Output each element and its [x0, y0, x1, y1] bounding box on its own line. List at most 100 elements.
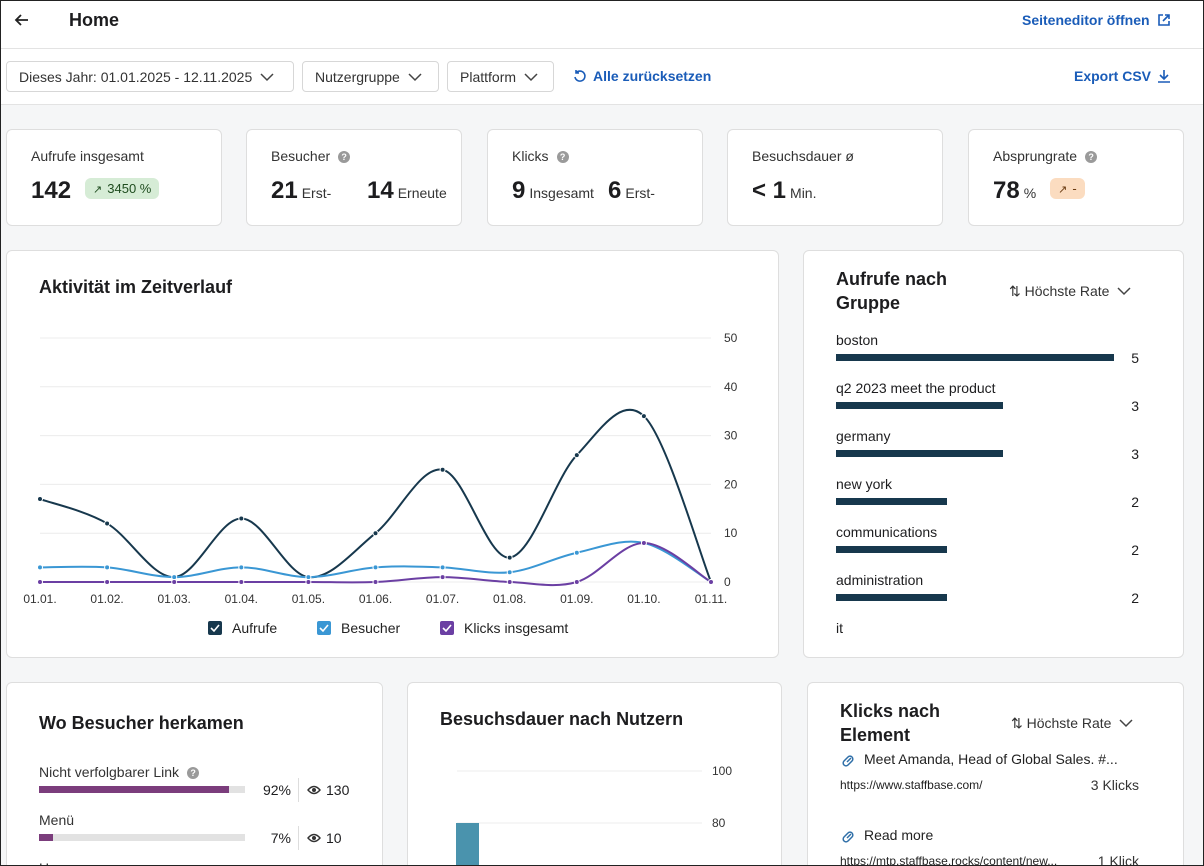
x-tick-label: 01.11. [695, 592, 727, 606]
data-point [573, 579, 580, 585]
element-url: https://www.staffbase.com/ [840, 778, 983, 792]
reset-button[interactable]: Alle zurücksetzen [573, 68, 711, 84]
sort-control[interactable]: ⇅ Höchste Rate [1009, 283, 1131, 300]
x-tick-label: 01.06. [359, 592, 392, 606]
kpi-unit: Erst- [625, 185, 655, 201]
group-value: 2 [1131, 590, 1139, 606]
platform-filter[interactable]: Plattform [447, 61, 554, 92]
source-label: Home [39, 860, 76, 865]
group-bar [836, 546, 948, 553]
group-bar [836, 402, 1003, 409]
trend-icon: ↗ [1058, 184, 1068, 196]
check-mark [319, 624, 329, 633]
date-filter[interactable]: Dieses Jahr: 01.01.2025 - 12.11.2025 [6, 61, 294, 92]
kpi-label: Absprungrate? [993, 148, 1098, 164]
export-button[interactable]: Export CSV [1074, 68, 1171, 84]
group-label: it [836, 620, 843, 636]
date-filter-text: Dieses Jahr: 01.01.2025 - 12.11.2025 [19, 69, 253, 85]
kpi-label: Klicks? [512, 148, 569, 164]
source-bar [39, 834, 54, 841]
data-point [640, 539, 647, 546]
group-filter-text: Nutzergruppe [315, 69, 400, 85]
data-point [104, 564, 111, 571]
kpi-value: 9 [512, 177, 526, 204]
divider [1, 104, 1203, 105]
chevron [524, 73, 538, 82]
help-icon: ? [187, 767, 200, 779]
group-value: 3 [1131, 446, 1139, 462]
link-shape [842, 755, 854, 767]
kpi-value-row: < 1 Min. [752, 177, 816, 205]
activity-card: Aktivität im Zeitverlauf 0 10 20 30 40 50 01.0… [6, 250, 779, 658]
card-title: Wo Besucher herkamen [39, 713, 244, 733]
data-point [37, 496, 43, 503]
editor-link[interactable]: Seiteneditor öffnen [1022, 12, 1171, 28]
group-label: communications [836, 524, 938, 540]
group-label: boston [836, 332, 879, 348]
kpi-label-text: Besucher [271, 148, 331, 164]
source-label: Nicht verfolgbarer Link? [39, 764, 200, 780]
data-point [305, 579, 312, 585]
badge-text: - [1072, 181, 1077, 196]
chevron [1119, 719, 1133, 728]
data-point [439, 564, 446, 571]
export-text: Export CSV [1074, 68, 1152, 84]
sort-control[interactable]: ⇅ Höchste Rate [1011, 715, 1133, 732]
chevron [408, 73, 422, 82]
top-bar: Home Seiteneditor öffnen Dieses Jahr: 01… [1, 1, 1203, 105]
card-title: Klicks nach Element [840, 701, 941, 745]
kpi-unit: Erneute [397, 185, 447, 201]
duration-card: Besuchsdauer nach Nutzern 80 100 [407, 682, 782, 865]
group-value: 2 [1131, 494, 1139, 510]
kpi-value-row: 78% ↗ - [993, 177, 1085, 205]
back-button[interactable] [13, 11, 31, 29]
reset-text: Alle zurücksetzen [593, 68, 712, 84]
element-url: https://mtp.staffbase.rocks/content/new.… [840, 854, 1058, 866]
data-point [640, 413, 647, 420]
group-bar [836, 450, 1003, 457]
group-filter[interactable]: Nutzergruppe [302, 61, 439, 92]
group-label: germany [836, 428, 891, 444]
kpi-value: < 1 [752, 177, 787, 204]
source-percent: 7% [270, 830, 291, 846]
legend-item[interactable]: Klicks insgesamt [440, 620, 568, 636]
x-tick-label: 01.05. [292, 592, 325, 606]
group-label: q2 2023 meet the product [836, 380, 996, 396]
divider [1, 48, 1203, 49]
data-point [573, 549, 580, 556]
group-value: 5 [1131, 350, 1139, 366]
reset-icon [574, 70, 586, 82]
kpi-value: 14 [367, 177, 394, 204]
kpi-unit: Insgesamt [529, 185, 594, 201]
sources-card: Wo Besucher herkamen Nicht verfolgbarer … [6, 682, 383, 865]
data-point [372, 564, 379, 571]
group-value: 3 [1131, 398, 1139, 414]
legend-label: Aufrufe [232, 620, 277, 636]
legend-checkbox [317, 621, 331, 635]
kpi-card: Klicks? 9 Insgesamt 6 Erst- [487, 129, 703, 226]
help-icon: ? [338, 151, 351, 163]
source-label: Menü [39, 812, 74, 828]
sort-text: Höchste Rate [1026, 715, 1112, 731]
card-title: Aufrufe nach Gruppe [836, 269, 948, 313]
group-bar [836, 594, 948, 601]
legend-label: Besucher [341, 620, 400, 636]
eye-pupil [312, 836, 316, 840]
kpi-label-text: Klicks [512, 148, 549, 164]
kpi-badge: ↗ - [1050, 178, 1085, 199]
x-tick-label: 01.04. [225, 592, 258, 606]
data-point [104, 579, 111, 585]
legend-item[interactable]: Besucher [317, 620, 400, 636]
link-icon [842, 755, 854, 767]
legend-item[interactable]: Aufrufe [208, 620, 277, 636]
kpi-label: Aufrufe insgesamt [31, 148, 144, 164]
data-point [171, 579, 178, 585]
element-title: Read more [864, 827, 934, 843]
data-point [372, 530, 379, 537]
y-tick-label: 40 [724, 380, 738, 394]
badge-text: 3450 % [107, 181, 152, 196]
data-point [238, 564, 245, 571]
